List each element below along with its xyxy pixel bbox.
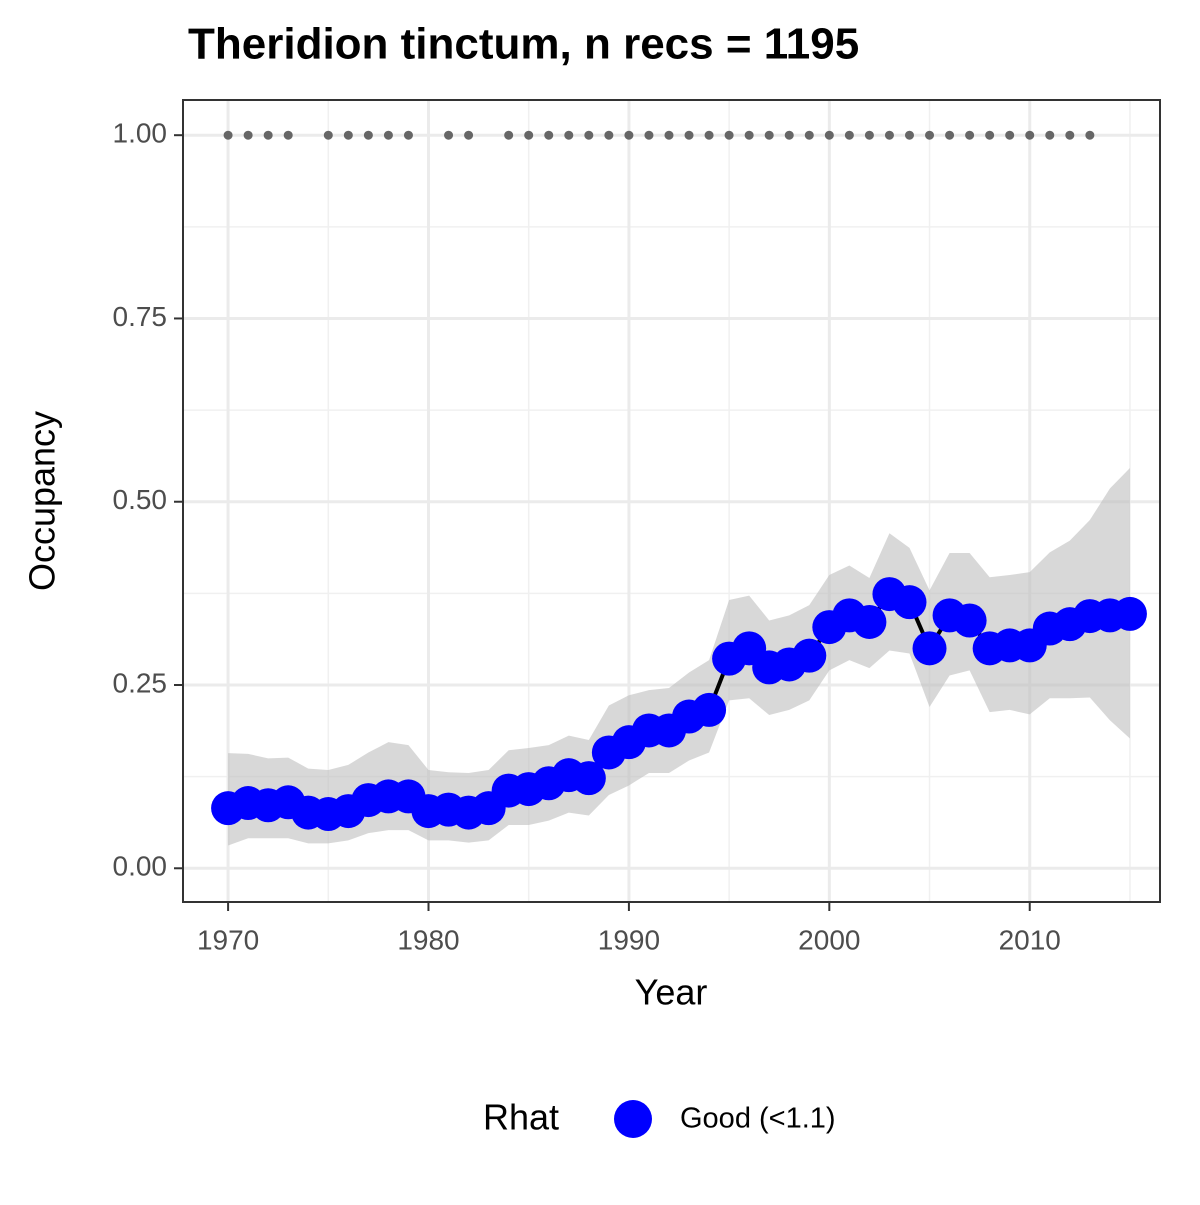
record-dot [444, 130, 454, 140]
y-axis-title: Occupancy [22, 411, 63, 591]
record-dot [824, 130, 834, 140]
record-dot [744, 130, 754, 140]
x-tick-label: 2010 [999, 924, 1061, 955]
record-dot [985, 130, 995, 140]
record-dot [564, 130, 574, 140]
record-dot [464, 130, 474, 140]
data-point [952, 603, 987, 638]
legend-title: Rhat [483, 1097, 559, 1138]
record-dot [784, 130, 794, 140]
record-dot [764, 130, 774, 140]
data-point [792, 638, 827, 673]
record-dot [864, 130, 874, 140]
data-point [852, 604, 887, 639]
x-axis-title: Year [635, 972, 708, 1013]
data-point [892, 585, 927, 620]
y-tick-label: 1.00 [113, 118, 168, 149]
record-dot [1065, 130, 1075, 140]
record-dot [584, 130, 594, 140]
confidence-band [228, 468, 1130, 846]
record-dot [243, 130, 253, 140]
record-dot [704, 130, 714, 140]
legend-swatch [614, 1100, 652, 1138]
record-dot [1025, 130, 1035, 140]
record-dot [383, 130, 393, 140]
record-dot [844, 130, 854, 140]
record-dot [1005, 130, 1015, 140]
legend-label: Good (<1.1) [680, 1103, 836, 1135]
record-dot [524, 130, 534, 140]
record-dot [624, 130, 634, 140]
data-point [912, 631, 947, 666]
record-dot [323, 130, 333, 140]
data-point [571, 761, 606, 796]
record-dot [363, 130, 373, 140]
record-dot [684, 130, 694, 140]
plot-border [182, 99, 1161, 903]
chart-title: Theridion tinctum, n recs = 1195 [188, 20, 859, 69]
record-dot [1045, 130, 1055, 140]
record-dot [664, 130, 674, 140]
record-dot [223, 130, 233, 140]
record-dot [504, 130, 514, 140]
y-tick-label: 0.00 [113, 851, 168, 882]
x-tick-label: 1980 [397, 924, 459, 955]
record-dot [403, 130, 413, 140]
record-dot [1085, 130, 1095, 140]
y-tick-label: 0.75 [113, 301, 168, 332]
record-dot [904, 130, 914, 140]
record-dot [945, 130, 955, 140]
x-tick-label: 2000 [798, 924, 860, 955]
record-dot [724, 130, 734, 140]
record-dot [884, 130, 894, 140]
record-dot [343, 130, 353, 140]
record-dot [925, 130, 935, 140]
record-dot [804, 130, 814, 140]
y-tick-label: 0.50 [113, 484, 168, 515]
x-tick-label: 1990 [598, 924, 660, 955]
record-dot [644, 130, 654, 140]
record-dot [604, 130, 614, 140]
y-tick-label: 0.25 [113, 667, 168, 698]
data-point [1112, 596, 1147, 631]
record-dot [283, 130, 293, 140]
record-dot [263, 130, 273, 140]
record-dot [965, 130, 975, 140]
record-dot [544, 130, 554, 140]
x-tick-label: 1970 [197, 924, 259, 955]
data-point [692, 692, 727, 727]
